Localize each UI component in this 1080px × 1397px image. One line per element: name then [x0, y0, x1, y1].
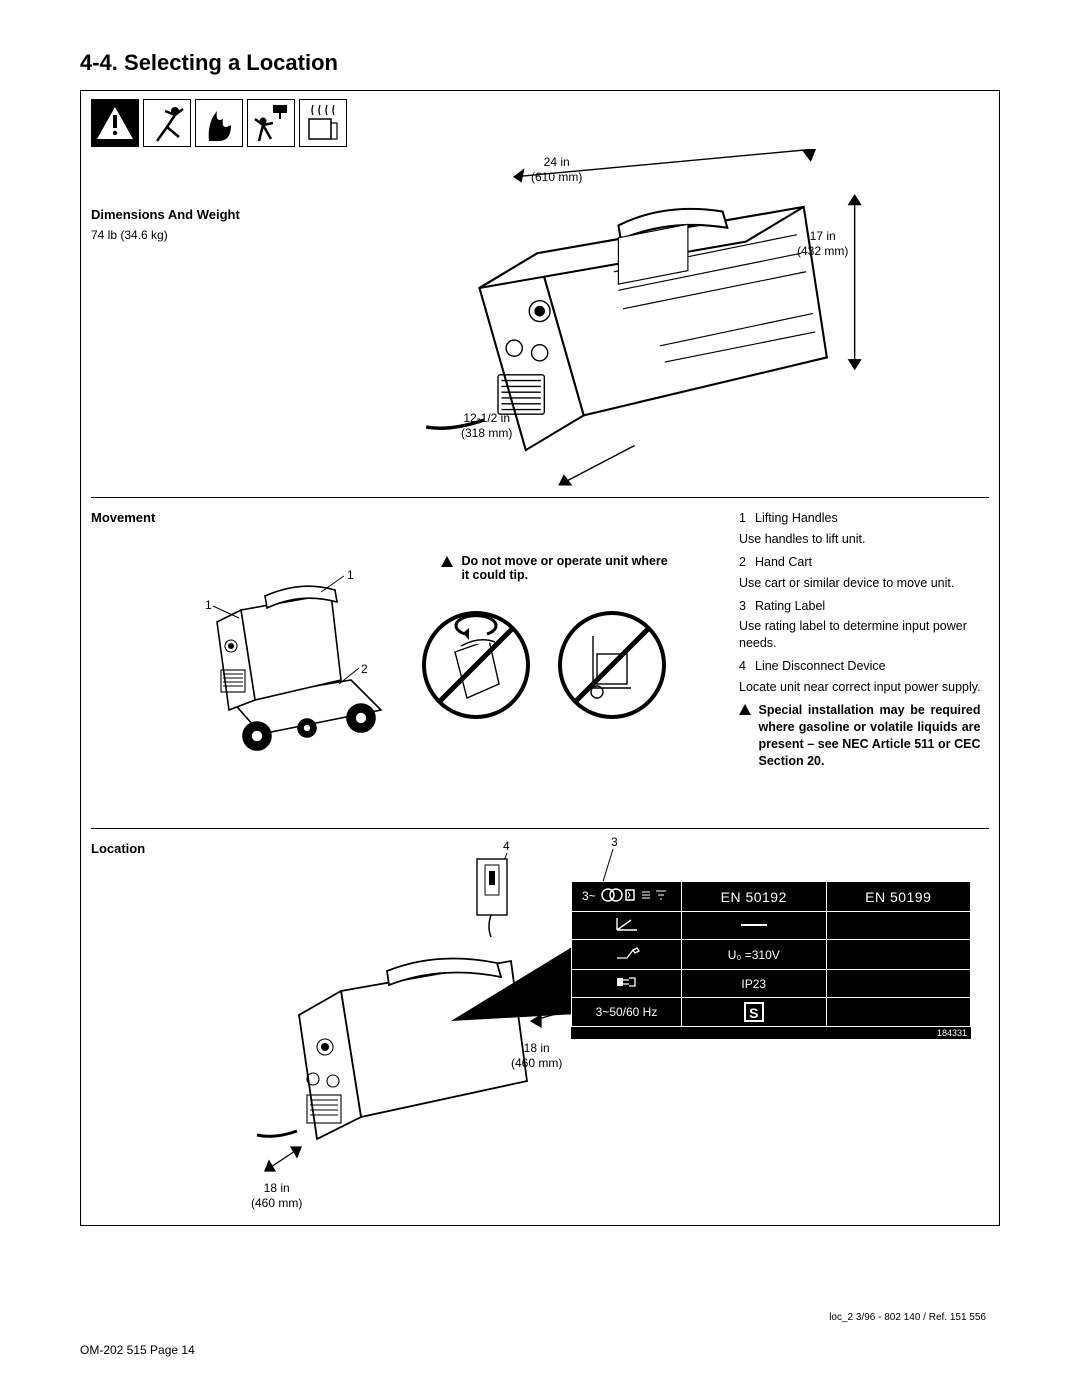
- three-phase-transformer-icon: 3~: [582, 886, 672, 904]
- location-heading: Location: [91, 841, 271, 856]
- section-title: 4-4. Selecting a Location: [80, 50, 1000, 76]
- rating-label-plate: 3~ EN 50192 EN 50199 U₀ =310V: [571, 881, 971, 1039]
- weight-value: 74 lb (34.6 kg): [91, 228, 271, 242]
- torch-icon: [613, 944, 641, 962]
- list-item-2-body: Use cart or similar device to move unit.: [739, 575, 989, 592]
- list-item-1-body: Use handles to lift unit.: [739, 531, 989, 548]
- falling-person-icon: [143, 99, 191, 147]
- list-item-3-body: Use rating label to determine input powe…: [739, 618, 989, 652]
- dim-width-mm: (610 mm): [531, 170, 582, 185]
- clear-front-mm: (460 mm): [251, 1196, 302, 1211]
- dimensions-heading: Dimensions And Weight: [91, 207, 271, 222]
- rating-hz: 3~50/60 Hz: [572, 998, 682, 1027]
- list-item-4-body: Locate unit near correct input power sup…: [739, 679, 989, 696]
- movement-warning: Do not move or operate unit where it cou…: [461, 554, 671, 582]
- diagram-credit: loc_2 3/96 - 802 140 / Ref. 151 556: [829, 1312, 986, 1323]
- dim-depth-in: 12-1/2 in: [461, 411, 512, 426]
- clear-side-in: 18 in: [511, 1041, 562, 1056]
- svg-text:3~: 3~: [582, 889, 596, 903]
- flat-line-icon: [739, 920, 769, 930]
- dim-height-mm: (432 mm): [797, 244, 848, 259]
- list-item-3: Rating Label: [755, 599, 825, 613]
- list-num-4: 4: [739, 658, 755, 675]
- plug-icon: [613, 974, 641, 990]
- s-mark-icon: S: [744, 1002, 764, 1022]
- special-install-warning: Special installation may be required whe…: [758, 702, 980, 770]
- rating-en2: EN 50199: [826, 882, 971, 912]
- warning-triangle-icon: [739, 704, 751, 715]
- page-footer: OM-202 515 Page 14: [80, 1343, 195, 1357]
- prohibit-tilt-icon: [421, 610, 531, 720]
- list-item-4: Line Disconnect Device: [755, 659, 886, 673]
- angle-icon: [613, 916, 641, 932]
- dim-height-in: 17 in: [797, 229, 848, 244]
- prohibit-handtruck-tilt-icon: [557, 610, 667, 720]
- movement-heading: Movement: [91, 510, 271, 525]
- clear-side-mm: (460 mm): [511, 1056, 562, 1071]
- hazard-icon-row: [91, 99, 989, 147]
- dim-width-in: 24 in: [531, 155, 582, 170]
- rating-ref: 184331: [571, 1027, 971, 1039]
- list-item-2: Hand Cart: [755, 555, 812, 569]
- divider: [91, 828, 989, 829]
- rating-en1: EN 50192: [682, 882, 827, 912]
- dim-depth-mm: (318 mm): [461, 426, 512, 441]
- rating-ip: IP23: [682, 970, 827, 998]
- hot-surface-icon: [299, 99, 347, 147]
- warning-triangle-icon: [91, 99, 139, 147]
- clear-front-in: 18 in: [251, 1181, 302, 1196]
- warning-triangle-icon: [441, 556, 453, 567]
- tipping-hazard-icon: [247, 99, 295, 147]
- list-num-2: 2: [739, 554, 755, 571]
- rating-u0: U₀ =310V: [682, 940, 827, 970]
- list-num-3: 3: [739, 598, 755, 615]
- content-frame: Dimensions And Weight 74 lb (34.6 kg) 24…: [80, 90, 1000, 1226]
- fire-icon: [195, 99, 243, 147]
- unit-dimensions-diagram: [271, 149, 989, 531]
